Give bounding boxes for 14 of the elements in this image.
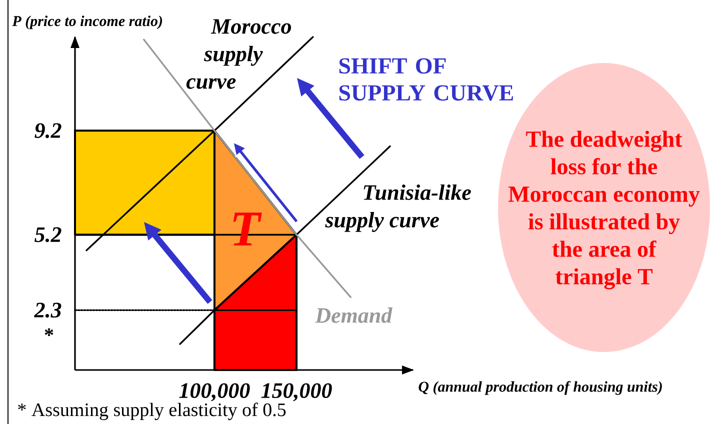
y-tick-label: 5.2 [34, 227, 62, 242]
text: The deadweight loss for the Moroccan economy is illustrated by the area of triangle T [508, 130, 700, 290]
series-label: Morocco supply curve [186, 19, 292, 89]
x-tick-label: 100,000 [179, 383, 250, 402]
text: * Assuming supply elasticity of 0.5 [18, 402, 286, 420]
y-axis-title: P (price to income ratio) [12, 16, 162, 30]
y-tick-label: 2.3 [34, 302, 62, 318]
x-axis-title: Q (annual production of housing units) [418, 381, 662, 395]
annotation: SHIFT OF SUPPLY CURVE [339, 58, 513, 101]
series-label: Demand [314, 307, 392, 323]
y-tick-label: 9.2 [34, 123, 62, 138]
text: * [44, 328, 54, 336]
x-tick-label: 150,000 [261, 383, 332, 402]
series-label: Tunisia-like supply curve [325, 184, 471, 232]
